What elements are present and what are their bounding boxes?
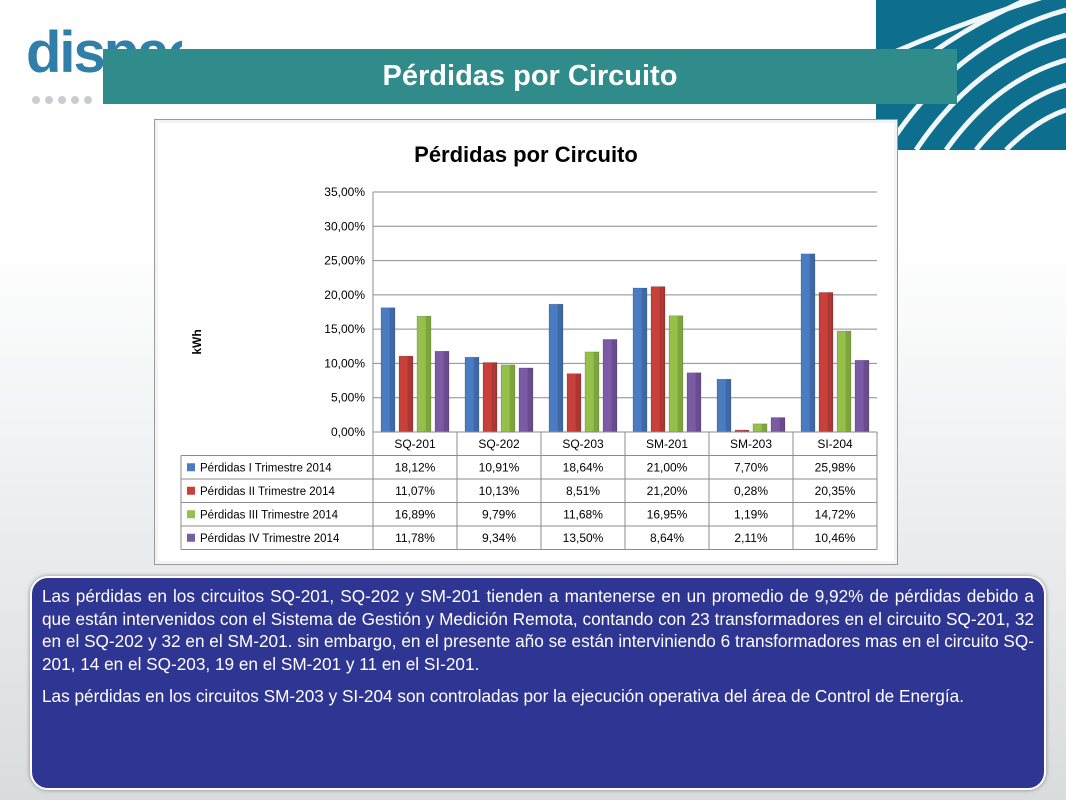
note-paragraph-2: Las pérdidas en los circuitos SM-203 y S… [42,686,964,706]
bar-shade [557,304,563,432]
x-tick-label: SQ-201 [394,437,436,451]
data-value-label: 25,98% [815,461,856,475]
data-table: SQ-201 SQ-202 SQ-203 SM-201 SM-203 SI-204 Pérd… [180,431,878,550]
data-value-label: 8,64% [650,531,684,545]
bar-shade [575,373,581,432]
note-paragraph-1: Las pérdidas en los circuitos SQ-201, SQ… [42,586,1034,674]
data-value-label: 9,34% [482,531,516,545]
data-value-label: 13,50% [563,531,604,545]
explanation-text-box: Las pérdidas en los circuitos SQ-201, SQ… [30,576,1046,790]
legend-swatch [187,486,195,495]
legend-label: Pérdidas IV Trimestre 2014 [200,533,340,545]
bar-shade [677,315,683,432]
x-tick-label: SM-203 [730,437,772,451]
data-value-label: 10,91% [479,461,520,475]
data-value-label: 16,95% [647,508,688,522]
data-value-label: 11,78% [395,531,435,545]
data-value-label: 18,12% [395,461,436,475]
data-value-label: 10,13% [479,484,520,498]
bar-shade [779,417,785,432]
bar-shade [641,288,647,432]
data-value-label: 2,11% [734,531,767,545]
bar-shade [845,331,851,432]
y-tick-label: 15,00% [324,322,365,336]
legend-swatch [187,533,195,542]
bar-shade [809,253,815,432]
data-value-label: 9,79% [482,508,516,522]
data-value-label: 20,35% [815,484,856,498]
legend-swatch [187,463,195,472]
y-tick-label: 10,00% [324,356,365,370]
data-value-label: 14,72% [815,508,856,522]
bar-shade [743,430,749,432]
legend-swatch [187,510,195,519]
bar-shade [863,360,869,432]
bar-shade [827,292,833,432]
y-tick-label: 20,00% [324,288,365,302]
chart-title: Pérdidas por Circuito [414,142,638,167]
bars [380,253,870,433]
bar-shade [695,372,701,432]
y-tick-label: 35,00% [324,185,365,199]
bar-shade [593,351,599,432]
y-tick-label: 30,00% [324,219,365,233]
y-tick-label: 25,00% [324,254,365,268]
bar-shade [659,286,665,432]
legend-label: Pérdidas II Trimestre 2014 [200,486,335,498]
bar-shade [407,356,413,432]
bar-shade [509,364,515,432]
x-tick-label: SI-204 [817,437,853,451]
bar-chart: Pérdidas por Circuito kWh 0,00% 5,00% 10,0… [180,142,878,550]
data-value-label: 1,19% [734,508,768,522]
x-tick-label: SM-201 [646,437,688,451]
data-value-label: 21,00% [647,461,688,475]
legend-label: Pérdidas I Trimestre 2014 [200,463,332,475]
data-value-label: 8,51% [566,484,600,498]
x-tick-label: SQ-203 [562,437,604,451]
y-tick-label: 5,00% [331,391,365,405]
slide-title-bar: Pérdidas por Circuito [103,49,957,104]
data-value-label: 10,46% [815,531,856,545]
data-value-label: 11,68% [563,508,603,522]
data-value-label: 11,07% [395,484,435,498]
slide-title: Pérdidas por Circuito [382,60,678,92]
bar-shade [389,307,395,432]
bar-shade [761,423,767,432]
data-value-label: 18,64% [563,461,604,475]
bar-shade [491,362,497,432]
y-axis-label: kWh [190,329,204,354]
chart-panel: Pérdidas por Circuito kWh 0,00% 5,00% 10,0… [154,119,898,565]
y-tick-labels: 0,00% 5,00% 10,00% 15,00% 20,00% 25,00% 30,00%… [324,185,365,439]
y-tick-label: 0,00% [331,425,365,439]
bar-shade [425,316,431,432]
data-value-label: 7,70% [734,461,768,475]
x-tick-label: SQ-202 [478,437,520,451]
bar-shade [527,367,533,432]
legend-label: Pérdidas III Trimestre 2014 [200,510,339,522]
data-value-label: 0,28% [734,484,768,498]
bar-shade [443,351,449,432]
bar-shade [725,379,731,432]
data-value-label: 16,89% [395,508,436,522]
bar-shade [473,357,479,432]
data-value-label: 21,20% [647,484,688,498]
bar-shade [611,339,617,432]
